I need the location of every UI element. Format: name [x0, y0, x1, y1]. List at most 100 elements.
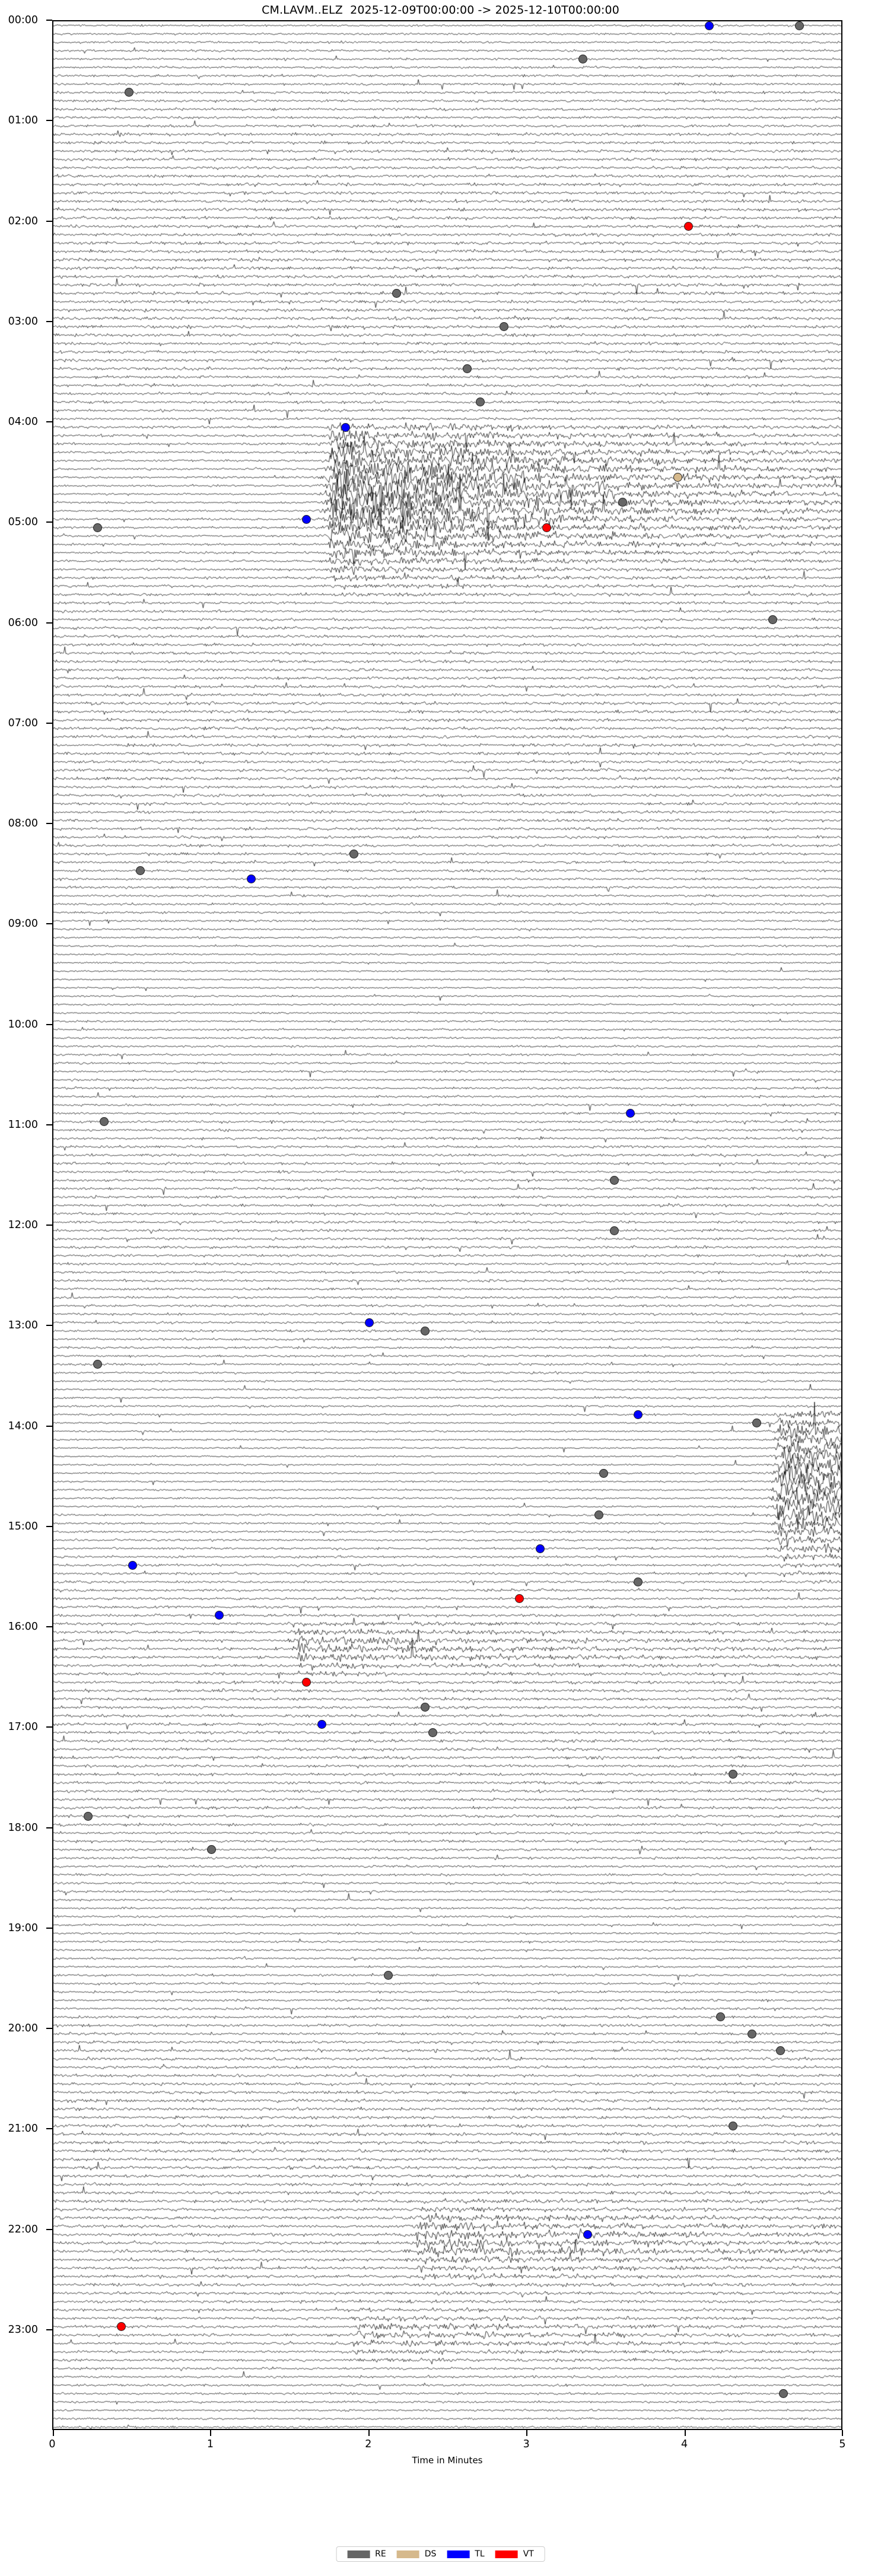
legend-label-tl: TL: [475, 2549, 485, 2559]
y-tick-mark: [46, 2329, 52, 2330]
event-marker-re[interactable]: [499, 322, 508, 332]
event-marker-re[interactable]: [715, 2012, 725, 2022]
event-marker-tl[interactable]: [246, 874, 256, 884]
y-tick-mark: [46, 1726, 52, 1728]
event-marker-tl[interactable]: [128, 1560, 137, 1570]
event-marker-tl[interactable]: [215, 1611, 224, 1620]
event-marker-re[interactable]: [420, 1703, 430, 1712]
event-marker-re[interactable]: [349, 849, 358, 858]
event-marker-re[interactable]: [775, 2046, 785, 2055]
y-tick-mark: [46, 421, 52, 422]
event-marker-tl[interactable]: [317, 1719, 327, 1729]
x-tick-label-4: 4: [681, 2438, 688, 2450]
event-marker-re[interactable]: [428, 1728, 437, 1737]
event-marker-re[interactable]: [768, 615, 777, 624]
y-tick-mark: [46, 2228, 52, 2230]
y-tick-mark: [46, 521, 52, 523]
event-marker-re[interactable]: [93, 523, 103, 532]
x-tick-mark: [368, 2430, 370, 2436]
y-tick-label-1600: 16:00: [8, 1621, 38, 1633]
x-tick-mark: [210, 2430, 212, 2436]
event-marker-re[interactable]: [384, 1970, 393, 1980]
event-marker-tl[interactable]: [634, 1410, 643, 1419]
y-tick-label-0400: 04:00: [8, 416, 38, 428]
y-tick-label-1400: 14:00: [8, 1420, 38, 1432]
y-tick-mark: [46, 923, 52, 925]
y-tick-label-0500: 05:00: [8, 516, 38, 529]
event-marker-re[interactable]: [610, 1175, 619, 1185]
x-tick-mark: [842, 2430, 843, 2436]
legend-label-re: RE: [375, 2549, 386, 2559]
y-tick-label-2300: 23:00: [8, 2323, 38, 2336]
y-tick-label-1100: 11:00: [8, 1118, 38, 1131]
event-marker-re[interactable]: [475, 397, 485, 407]
event-marker-re[interactable]: [84, 1811, 93, 1821]
event-marker-re[interactable]: [206, 1845, 216, 1855]
event-marker-tl[interactable]: [365, 1318, 374, 1327]
event-marker-re[interactable]: [93, 1360, 103, 1369]
event-marker-tl[interactable]: [705, 21, 714, 30]
y-tick-mark: [46, 2028, 52, 2029]
event-marker-re[interactable]: [779, 2389, 788, 2399]
event-marker-vt[interactable]: [117, 2322, 126, 2332]
event-marker-tl[interactable]: [625, 1109, 635, 1118]
y-tick-label-0600: 06:00: [8, 616, 38, 629]
event-marker-re[interactable]: [618, 498, 627, 507]
event-marker-re[interactable]: [794, 21, 804, 30]
x-tick-label-2: 2: [365, 2438, 372, 2450]
y-tick-label-0800: 08:00: [8, 818, 38, 829]
y-tick-label-0700: 07:00: [8, 717, 38, 729]
y-tick-label-2100: 21:00: [8, 2123, 38, 2135]
event-marker-re[interactable]: [747, 2029, 756, 2038]
x-axis-label: Time in Minutes: [412, 2455, 483, 2466]
event-marker-tl[interactable]: [341, 422, 351, 432]
event-marker-tl[interactable]: [583, 2230, 592, 2240]
y-tick-mark: [46, 2128, 52, 2130]
event-marker-re[interactable]: [420, 1326, 430, 1335]
y-tick-mark: [46, 320, 52, 322]
y-tick-mark: [46, 1927, 52, 1929]
y-tick-label-2000: 20:00: [8, 2022, 38, 2034]
event-marker-re[interactable]: [594, 1510, 603, 1520]
event-marker-tl[interactable]: [301, 514, 311, 524]
event-marker-tl[interactable]: [536, 1544, 545, 1553]
x-tick-label-1: 1: [206, 2438, 214, 2450]
y-tick-label-1300: 13:00: [8, 1319, 38, 1332]
event-marker-re[interactable]: [752, 1418, 761, 1427]
y-tick-mark: [46, 622, 52, 624]
y-tick-mark: [46, 722, 52, 724]
y-tick-mark: [46, 120, 52, 122]
y-tick-label-0100: 01:00: [8, 115, 38, 127]
event-marker-re[interactable]: [729, 2121, 738, 2130]
y-tick-mark: [46, 1425, 52, 1427]
event-marker-ds[interactable]: [673, 473, 682, 482]
event-marker-re[interactable]: [392, 288, 401, 298]
event-marker-layer: [53, 21, 841, 2429]
event-marker-re[interactable]: [578, 54, 587, 63]
seismogram-traces: [53, 21, 841, 2429]
y-axis: 00:00 01:00 02:00 03:00 04:00 05:00 06:00 07:00…: [0, 14, 52, 2430]
legend-label-vt: VT: [523, 2549, 534, 2559]
event-marker-re[interactable]: [136, 866, 145, 876]
event-marker-vt[interactable]: [684, 222, 694, 231]
event-marker-re[interactable]: [634, 1577, 643, 1586]
x-tick-label-3: 3: [523, 2438, 530, 2450]
y-tick-mark: [46, 1124, 52, 1125]
event-marker-re[interactable]: [729, 1770, 738, 1779]
legend-swatch-vt: [495, 2550, 518, 2558]
event-marker-re[interactable]: [99, 1117, 109, 1127]
event-marker-re[interactable]: [463, 364, 472, 373]
legend-entry-re: RE: [347, 2550, 386, 2558]
y-tick-mark: [46, 1225, 52, 1226]
plot-area: [52, 20, 842, 2430]
y-tick-label-0200: 02:00: [8, 215, 38, 227]
event-marker-vt[interactable]: [301, 1678, 311, 1687]
event-marker-re[interactable]: [599, 1468, 608, 1478]
event-marker-vt[interactable]: [515, 1594, 524, 1604]
event-marker-re[interactable]: [610, 1226, 619, 1235]
event-marker-re[interactable]: [125, 88, 134, 97]
legend-entry-tl: TL: [447, 2549, 485, 2559]
event-marker-vt[interactable]: [542, 523, 551, 532]
legend-swatch-tl: [447, 2550, 470, 2558]
y-tick-mark: [46, 1626, 52, 1627]
